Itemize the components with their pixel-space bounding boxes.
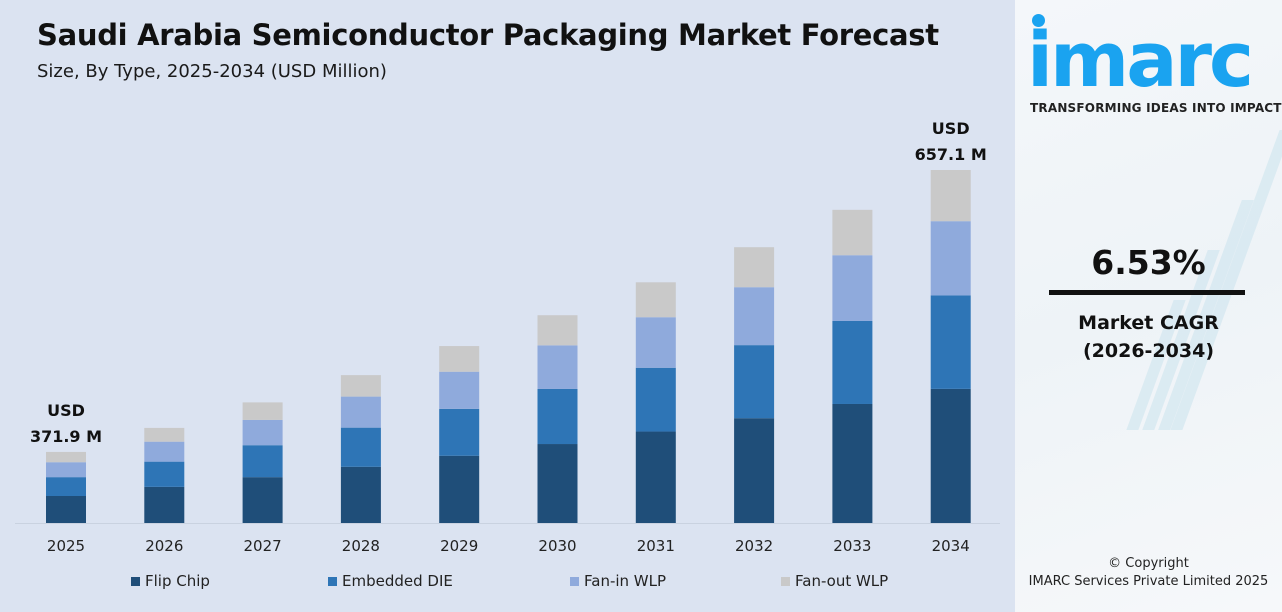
bar-segment-fan-in-wlp-2034 — [930, 221, 971, 296]
copyright: © Copyright IMARC Services Private Limit… — [1015, 555, 1282, 591]
legend-item: Flip Chip — [131, 572, 210, 590]
bar-segment-embedded-die-2032 — [734, 345, 775, 419]
legend-label: Flip Chip — [145, 572, 210, 590]
bar-segment-fan-in-wlp-2030 — [537, 345, 578, 389]
copyright-text: © Copyright — [1108, 556, 1189, 571]
x-tick-label-2030: 2030 — [538, 537, 576, 555]
bar-segment-flip-chip-2031 — [635, 431, 676, 523]
bar-segment-fan-out-wlp-2026 — [144, 427, 185, 442]
bar-segment-fan-out-wlp-2033 — [832, 209, 873, 256]
bar-segment-flip-chip-2026 — [144, 486, 185, 523]
bar-segment-fan-out-wlp-2030 — [537, 315, 578, 346]
bar-segment-fan-out-wlp-2031 — [635, 282, 676, 318]
x-tick-label-2025: 2025 — [47, 537, 85, 555]
bar-segment-embedded-die-2030 — [537, 388, 578, 445]
tagline: TRANSFORMING IDEAS INTO IMPACT — [1030, 101, 1282, 115]
bar-segment-flip-chip-2025 — [46, 495, 86, 523]
bar-segment-fan-out-wlp-2034 — [930, 170, 971, 222]
bar-segment-fan-in-wlp-2027 — [242, 419, 283, 446]
total-label-unit-2034: USD — [932, 119, 970, 138]
x-tick-label-2027: 2027 — [244, 537, 282, 555]
legend-swatch — [781, 576, 790, 586]
bar-segment-fan-in-wlp-2031 — [635, 317, 676, 368]
bar-segment-embedded-die-2034 — [930, 295, 971, 389]
bar-segment-embedded-die-2026 — [144, 461, 185, 487]
total-label-value-2034: 657.1 M — [915, 145, 987, 164]
bar-segment-fan-out-wlp-2029 — [439, 346, 480, 372]
bar-segment-embedded-die-2029 — [439, 408, 480, 456]
legend-item: Fan-in WLP — [570, 572, 666, 590]
bar-segment-fan-out-wlp-2027 — [242, 402, 283, 420]
chart-subtitle: Size, By Type, 2025-2034 (USD Million) — [37, 61, 387, 82]
bar-segment-fan-out-wlp-2025 — [46, 451, 86, 463]
bar-segment-flip-chip-2028 — [340, 466, 381, 523]
x-tick-label-2033: 2033 — [833, 537, 871, 555]
x-tick-label-2032: 2032 — [735, 537, 773, 555]
legend-label: Fan-out WLP — [795, 572, 889, 590]
chart-panel: Saudi Arabia Semiconductor Packaging Mar… — [0, 18, 1015, 592]
bar-segment-flip-chip-2032 — [734, 418, 775, 523]
cagr-divider — [1049, 290, 1245, 295]
legend-item: Fan-out WLP — [781, 572, 888, 590]
bar-segment-fan-out-wlp-2032 — [734, 247, 775, 288]
bar-segment-fan-in-wlp-2025 — [46, 462, 86, 478]
x-tick-label-2031: 2031 — [637, 537, 675, 555]
bar-segment-fan-in-wlp-2033 — [832, 255, 873, 321]
total-label-unit-2025: USD — [47, 401, 85, 420]
bar-segment-fan-out-wlp-2028 — [340, 375, 381, 397]
cagr-period: (2026-2034) — [1082, 340, 1214, 362]
legend-label: Embedded DIE — [342, 572, 453, 590]
x-tick-label-2029: 2029 — [440, 537, 478, 555]
bar-segment-flip-chip-2034 — [930, 388, 971, 523]
bar-segment-embedded-die-2025 — [46, 477, 86, 496]
bar-segment-embedded-die-2027 — [242, 445, 283, 478]
side-panel: imarc TRANSFORMING IDEAS INTO IMPACT 6.5… — [1015, 0, 1282, 612]
legend-swatch — [570, 576, 579, 586]
imarc-logo: imarc — [1027, 15, 1254, 104]
legend-swatch — [328, 576, 337, 586]
x-tick-label-2028: 2028 — [342, 537, 380, 555]
bar-segment-fan-in-wlp-2032 — [734, 287, 775, 346]
stacked-bar-chart: 2025 USD 371.9 M 2026 2027 2028 2029 2030 2031 20… — [15, 119, 1000, 555]
bar-segment-embedded-die-2031 — [635, 367, 676, 432]
bar-segment-flip-chip-2033 — [832, 403, 873, 523]
chart-title: Saudi Arabia Semiconductor Packaging Mar… — [37, 18, 939, 52]
bar-segment-fan-in-wlp-2026 — [144, 441, 185, 462]
cagr-value: 6.53% — [1091, 243, 1206, 282]
bar-segment-fan-in-wlp-2029 — [439, 371, 480, 409]
bar-segment-fan-in-wlp-2028 — [340, 396, 381, 428]
total-label-value-2025: 371.9 M — [30, 427, 102, 446]
logo-dot — [1032, 14, 1045, 27]
cagr-label-text: Market CAGR — [1078, 312, 1219, 334]
legend-item: Embedded DIE — [328, 572, 453, 590]
x-tick-label-2026: 2026 — [145, 537, 183, 555]
legend-label: Fan-in WLP — [584, 572, 667, 590]
bar-segment-embedded-die-2028 — [340, 427, 381, 467]
bar-segment-flip-chip-2030 — [537, 444, 578, 523]
bar-segment-embedded-die-2033 — [832, 320, 873, 404]
x-tick-label-2034: 2034 — [932, 537, 970, 555]
bar-segment-flip-chip-2029 — [439, 455, 480, 523]
bar-segment-flip-chip-2027 — [242, 477, 283, 523]
legend-swatch — [131, 576, 140, 586]
company-name: IMARC Services Private Limited 2025 — [1028, 574, 1269, 589]
cagr-label: Market CAGR (2026-2034) — [1015, 309, 1282, 365]
legend: Flip Chip Embedded DIE Fan-in WLP Fan-out W… — [0, 572, 1015, 592]
